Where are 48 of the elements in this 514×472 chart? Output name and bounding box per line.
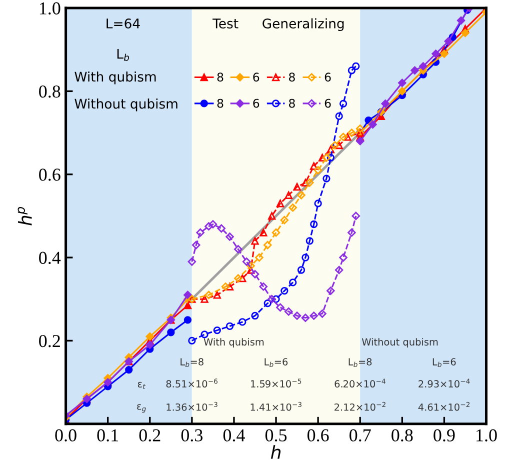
x-tick-label: 0.8 (392, 429, 413, 442)
x-tick-label: 0.6 (307, 429, 329, 442)
annotation: Test (212, 18, 238, 28)
annotation: 2.12×10$^{−2}$ (334, 402, 386, 411)
annotation: ε$_{g}$ (137, 404, 146, 413)
legend-label: 6 (324, 72, 331, 82)
annotation: 1.41×10$^{−3}$ (250, 402, 302, 411)
y-tick-label: 0.4 (39, 252, 61, 264)
annotation: L$_{b}$=8 (348, 358, 372, 368)
legend-label: 8 (288, 98, 295, 108)
legend-label: 6 (253, 98, 260, 108)
x-tick-label: 0.1 (97, 429, 118, 442)
x-tick-label: 0.9 (434, 429, 455, 442)
annotation: L=64 (106, 18, 140, 28)
annotation: Without qubism (362, 338, 438, 348)
annotation: L$_{b}$=6 (432, 358, 456, 368)
x-tick-label: 0.5 (265, 429, 287, 442)
x-tick-label: 0.2 (139, 429, 160, 442)
legend-label: 6 (324, 98, 331, 108)
annotation: L$_{b}$=6 (264, 358, 288, 368)
x-tick-label: 0.0 (55, 429, 76, 442)
annotation: ε$_{t}$ (138, 382, 146, 389)
legend-label: 8 (217, 72, 224, 82)
annotation: 1.36×10$^{−3}$ (166, 402, 218, 411)
x-tick-label: 0.7 (350, 429, 371, 442)
legend-label: 6 (253, 72, 260, 82)
annotation: L$_{b}$ (117, 49, 130, 61)
annotation: 2.93×10$^{−4}$ (418, 378, 470, 388)
y-tick-label: 0.2 (39, 334, 60, 348)
y-tick-label: 0.8 (39, 85, 60, 98)
annotation: 1.59×10$^{−5}$ (251, 378, 302, 388)
legend-label: 8 (288, 72, 295, 82)
annotation: Without qubism (74, 98, 178, 112)
annotation: With qubism (204, 338, 264, 348)
annotation: 8.51×10$^{−6}$ (166, 378, 218, 388)
x-tick-label: 1.0 (476, 429, 497, 442)
annotation: 6.20×10$^{−4}$ (334, 378, 386, 388)
x-tick-label: 0.3 (181, 429, 203, 442)
y-tick-label: 1.0 (40, 2, 60, 15)
x-axis-title: h (270, 445, 281, 459)
annotation: Generalizing (262, 18, 344, 32)
legend-label: 8 (217, 98, 224, 108)
annotation: With qubism (74, 72, 156, 84)
y-tick-label: 0.6 (39, 168, 60, 181)
x-tick-label: 0.4 (223, 429, 245, 442)
annotation: L$_{b}$=8 (180, 358, 204, 368)
y-axis-title: h$^{p}$ (18, 206, 32, 226)
annotation: 4.61×10$^{−2}$ (418, 402, 470, 411)
